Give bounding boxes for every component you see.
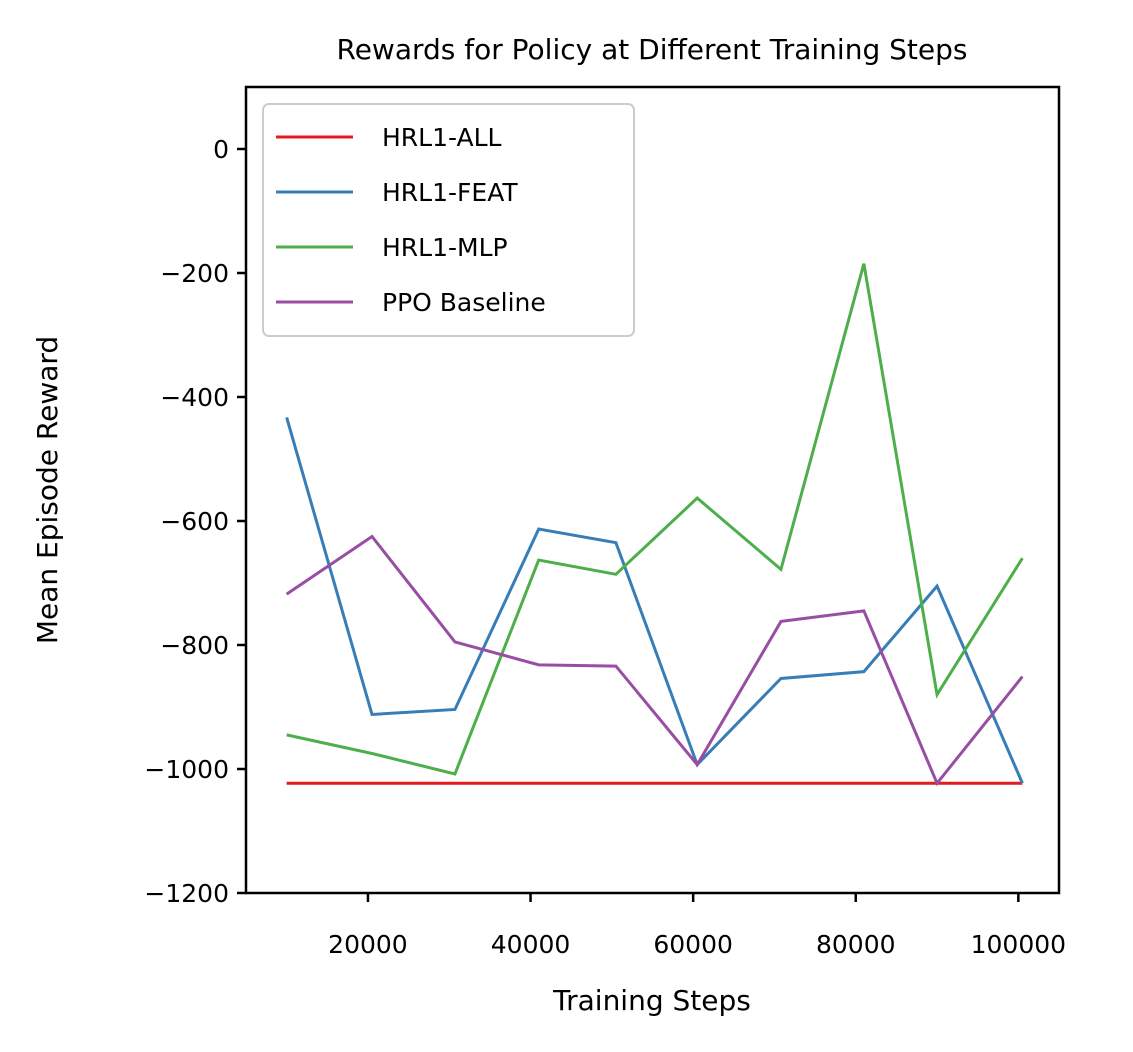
x-tick-label: 100000 xyxy=(971,930,1066,959)
x-axis-label: Training Steps xyxy=(552,984,751,1017)
legend-label-ppo-baseline: PPO Baseline xyxy=(382,288,546,317)
x-tick-label: 80000 xyxy=(816,930,896,959)
series-line-hrl1-mlp xyxy=(286,263,1024,776)
chart-title: Rewards for Policy at Different Training… xyxy=(337,33,968,66)
plot-area-frame xyxy=(244,85,1061,895)
series-layer xyxy=(285,263,1024,787)
y-axis-ticks: 0 −200 −400 −600 −800 −1000 −1200 xyxy=(144,135,246,908)
x-tick-label: 40000 xyxy=(491,930,571,959)
y-tick-label: −800 xyxy=(160,631,229,660)
series-line-ppo-baseline xyxy=(285,534,1024,787)
y-tick-label: −400 xyxy=(160,383,229,412)
y-tick-label: 0 xyxy=(213,135,229,164)
y-tick-label: −1000 xyxy=(144,755,229,784)
legend-label-hrl1-feat: HRL1-FEAT xyxy=(382,178,518,207)
x-axis-ticks: 20000 40000 60000 80000 100000 xyxy=(328,893,1066,959)
legend-box xyxy=(262,103,635,337)
series-line-hrl1-feat xyxy=(285,417,1024,784)
legend-label-hrl1-mlp: HRL1-MLP xyxy=(382,233,508,262)
y-tick-label: −600 xyxy=(160,507,229,536)
y-tick-label: −200 xyxy=(160,259,229,288)
x-tick-label: 20000 xyxy=(328,930,408,959)
legend: HRL1-ALL HRL1-FEAT HRL1-MLP PPO Baseline xyxy=(262,103,635,337)
y-axis-label: Mean Episode Reward xyxy=(31,336,64,644)
x-tick-label: 60000 xyxy=(653,930,733,959)
legend-label-hrl1-all: HRL1-ALL xyxy=(382,123,502,152)
legend-items: HRL1-ALL HRL1-FEAT HRL1-MLP PPO Baseline xyxy=(276,123,546,317)
y-tick-label: −1200 xyxy=(144,879,229,908)
